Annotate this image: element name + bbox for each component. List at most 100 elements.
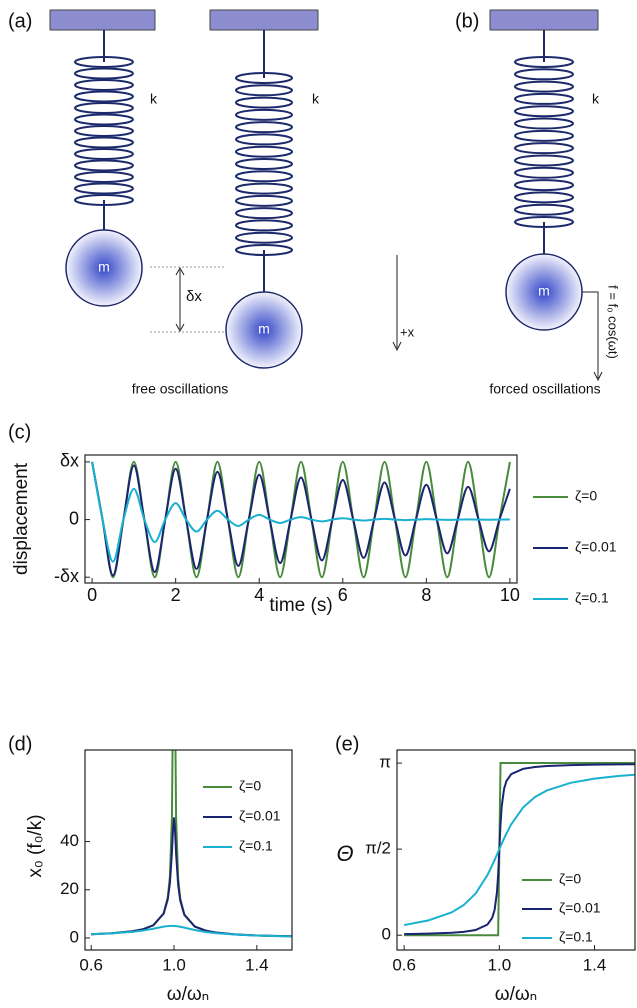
spring-diagram: (a) (b) k k k δx +x f = f₀ cos(ωt) free …	[8, 9, 621, 397]
spring-coil	[74, 79, 134, 91]
plot-frame	[396, 749, 636, 951]
spring-coil	[74, 90, 134, 103]
series-line	[91, 817, 292, 938]
x-tick-label: 1.0	[162, 955, 186, 974]
legend-label: ζ=0.01	[575, 539, 617, 555]
spring-coil	[74, 113, 134, 126]
spring-coil	[235, 170, 293, 183]
arrow-head	[593, 371, 603, 382]
support	[49, 9, 156, 31]
spring-label: k	[150, 91, 158, 107]
y-axis-label: x₀ (f₀/k)	[25, 814, 46, 877]
series-line	[91, 461, 510, 563]
spring-coil	[235, 231, 293, 244]
plot-area	[91, 460, 511, 579]
spring-coil	[235, 145, 293, 158]
legend-label: ζ=0.1	[559, 929, 593, 945]
x-tick-label: 1.4	[583, 955, 607, 974]
spring-coil	[514, 80, 574, 93]
force-arrow	[582, 291, 599, 378]
spring-coil	[74, 148, 134, 160]
y-tick-label: π	[379, 753, 391, 772]
x-tick-label: 4	[254, 585, 264, 605]
series-line	[403, 773, 635, 927]
spring-coil	[514, 166, 574, 179]
series-line	[404, 762, 635, 937]
arrow-head	[392, 341, 402, 352]
x-tick-label: 0.6	[79, 955, 103, 974]
y-tick-label: δx	[60, 451, 79, 471]
caption: free oscillations	[132, 381, 229, 397]
spring-coil	[235, 121, 293, 134]
spring-coil	[74, 102, 134, 114]
spring-coil	[235, 96, 293, 109]
legend-label: ζ=0.01	[559, 900, 601, 916]
spring-coil	[235, 207, 293, 220]
force-label: f = f₀ cos(ωt)	[606, 285, 621, 359]
y-axis-label: displacement	[11, 462, 32, 575]
direction-label: +x	[400, 324, 415, 339]
y-tick-label: -δx	[54, 566, 79, 586]
y-tick-label: π/2	[365, 839, 391, 858]
x-axis-label: ω/ωₙ	[167, 984, 210, 1005]
mass-label: m	[538, 283, 550, 299]
spring-coil	[514, 191, 574, 204]
spring-label: k	[312, 91, 320, 107]
spring-coil	[235, 72, 293, 84]
panel-label: (c)	[8, 421, 31, 443]
plot-frame	[84, 454, 518, 584]
spring-coil	[514, 154, 574, 167]
series-line	[404, 763, 635, 936]
spring-coil	[74, 67, 134, 80]
chart-panel: (c) displacement time (s) 0 2 4 6 8 10 -δx 0 δx ζ=0 ζ…	[8, 421, 617, 616]
x-axis-label: time (s)	[269, 595, 332, 616]
spring-coil	[235, 108, 293, 121]
legend-label: ζ=0	[239, 778, 261, 794]
caption: forced oscillations	[489, 381, 600, 397]
spring-coil	[235, 158, 293, 170]
spring-coil	[235, 133, 293, 146]
spring-coil	[235, 84, 293, 97]
spring-coil	[514, 179, 574, 192]
spring-coil	[235, 182, 293, 195]
legend-label: ζ=0.01	[239, 808, 281, 824]
spring-coil	[235, 219, 293, 232]
chart-panel: (e) Θω/ωₙ 0.6 1.0 1.4 0 π/2 π ζ=0 ζ=0.01 ζ=0.1	[335, 733, 636, 1005]
y-tick-label: 20	[60, 879, 79, 898]
x-tick-label: 10	[500, 585, 520, 605]
x-tick-label: 0.6	[392, 955, 416, 974]
plot-area	[91, 750, 292, 938]
y-axis-label: Θ	[336, 841, 353, 866]
legend-label: ζ=0	[559, 871, 581, 887]
chart-panel: (d) x₀ (f₀/k) ω/ωₙ 0.6 1.0 1.4 0 20 40 ζ=0 ζ=0.01 ζ…	[8, 733, 293, 1005]
panel-label: (b)	[455, 10, 479, 32]
legend-label: ζ=0.1	[575, 590, 609, 606]
spring-label: k	[592, 91, 600, 107]
x-axis-label: ω/ωₙ	[495, 984, 538, 1005]
spring-coil	[235, 194, 293, 207]
mass	[225, 291, 303, 369]
x-tick-label: 2	[171, 585, 181, 605]
series-line	[91, 461, 511, 577]
spring-coil	[74, 136, 134, 149]
x-tick-label: 0	[87, 585, 97, 605]
panel-label: (d)	[8, 733, 32, 755]
y-tick-label: 0	[70, 927, 79, 946]
spring-coil	[514, 142, 574, 155]
spring-coil	[514, 129, 574, 142]
mass	[65, 229, 143, 307]
spring-coil	[74, 159, 134, 172]
arrow-head	[175, 266, 185, 333]
mass-label: m	[98, 259, 110, 275]
spring-coil	[74, 56, 134, 68]
panel-label: (e)	[335, 733, 359, 755]
series-line	[91, 924, 292, 938]
legend-label: ζ=0.1	[239, 838, 273, 854]
plot-frame	[84, 749, 293, 951]
spring-coil	[74, 182, 134, 195]
y-tick-label: 0	[69, 508, 79, 528]
spring-coil	[74, 171, 134, 183]
x-tick-label: 1.4	[245, 955, 269, 974]
y-tick-label: 0	[382, 925, 391, 944]
support	[489, 9, 599, 31]
